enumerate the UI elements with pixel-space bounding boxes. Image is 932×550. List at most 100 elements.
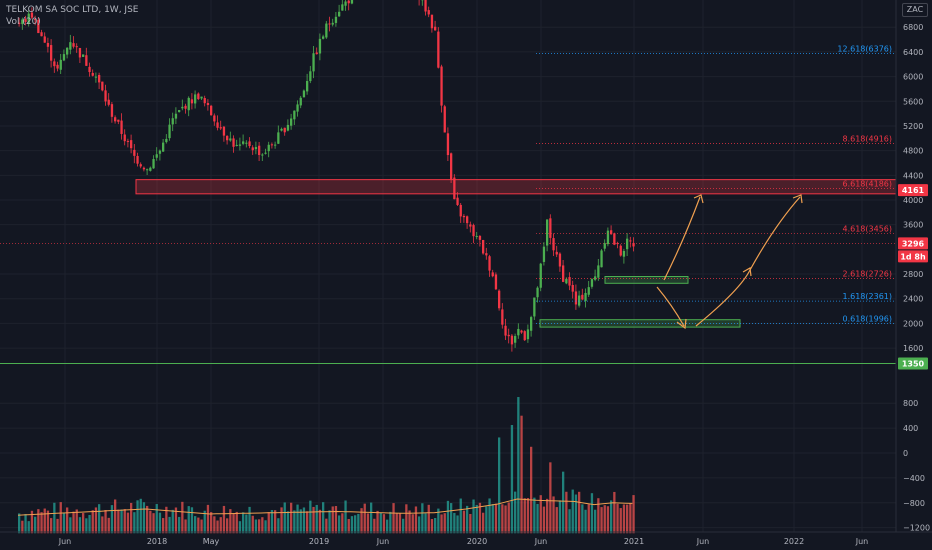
volume-bar xyxy=(245,514,248,534)
candle-body xyxy=(190,99,194,104)
price-tick-label: 2000 xyxy=(903,319,923,328)
currency-label[interactable]: ZAC xyxy=(902,3,928,17)
candle-body xyxy=(610,230,613,235)
candle-body xyxy=(82,54,85,57)
volume-bar xyxy=(168,516,171,534)
time-label: Jun xyxy=(534,537,548,546)
volume-bar xyxy=(587,504,590,534)
volume-bar xyxy=(325,518,328,534)
volume-bar xyxy=(280,507,283,534)
volume-bar xyxy=(536,503,539,534)
volume-bar xyxy=(453,512,456,534)
volume-bar xyxy=(130,502,133,534)
volume-bar xyxy=(600,507,603,534)
volume-bar xyxy=(338,515,341,534)
candle-body xyxy=(232,138,235,147)
time-label: 2019 xyxy=(309,537,329,546)
candle-body xyxy=(590,279,594,287)
candle-body xyxy=(498,290,501,309)
candle-body xyxy=(203,98,206,104)
volume-bar xyxy=(613,491,616,534)
support-badge-text: 1350 xyxy=(902,360,925,369)
volume-bar xyxy=(619,508,622,534)
volume-bar xyxy=(75,509,78,534)
candle-body xyxy=(488,256,491,271)
projection-arrow-up-3 xyxy=(749,196,801,271)
volume-bar xyxy=(469,513,472,534)
candle-body xyxy=(149,167,152,171)
volume-bar xyxy=(558,500,562,534)
candle-body xyxy=(309,71,312,82)
volume-bar xyxy=(302,507,306,534)
candle-body xyxy=(168,124,171,139)
candle-body xyxy=(258,145,261,156)
volume-bar xyxy=(184,519,187,534)
volume-bar xyxy=(562,471,565,534)
volume-bar xyxy=(626,504,629,534)
volume-bar xyxy=(248,506,251,534)
volume-bar xyxy=(347,519,350,534)
candle-body xyxy=(277,132,280,144)
volume-bar xyxy=(405,504,408,534)
candle-body xyxy=(318,38,322,54)
volume-bar xyxy=(27,521,30,534)
candle-body xyxy=(472,225,475,237)
time-label: Jun xyxy=(376,537,390,546)
price-tick-label: 3600 xyxy=(903,221,923,230)
candle-body xyxy=(210,105,213,116)
candle-body xyxy=(558,253,562,267)
volume-bar xyxy=(443,513,446,534)
volume-bar xyxy=(91,510,94,534)
volume-bar xyxy=(328,510,331,534)
volume-bar xyxy=(594,509,597,534)
volume-bar xyxy=(517,397,520,534)
candle-body xyxy=(171,118,174,125)
candles-layer xyxy=(18,0,635,352)
volume-tick-label: −1200 xyxy=(903,524,930,533)
candle-body xyxy=(91,72,94,76)
candle-body xyxy=(37,19,40,34)
volume-bar xyxy=(446,500,450,534)
candle-body xyxy=(181,106,184,109)
volume-bar xyxy=(88,514,91,534)
candle-body xyxy=(424,0,427,12)
volume-bar xyxy=(549,462,552,534)
candle-body xyxy=(517,328,520,336)
volume-bar xyxy=(510,425,514,534)
candle-body xyxy=(219,127,222,129)
candle-body xyxy=(56,64,59,69)
volume-bar xyxy=(43,508,46,534)
candle-body xyxy=(302,90,306,98)
candle-body xyxy=(453,177,456,200)
volume-bar xyxy=(462,510,466,534)
candle-body xyxy=(245,142,248,144)
volume-bar xyxy=(350,516,354,534)
volume-bar xyxy=(46,510,50,534)
time-label: 2020 xyxy=(467,537,487,546)
candle-body xyxy=(206,102,210,106)
volume-bar xyxy=(315,504,318,534)
volume-tick-label: 0 xyxy=(903,449,908,458)
volume-indicator-label[interactable]: Vol (20) xyxy=(6,17,41,27)
volume-bar xyxy=(363,503,366,534)
fib-label: 12.618(6376) xyxy=(837,44,892,53)
volume-bar xyxy=(24,514,27,534)
candle-body xyxy=(98,74,101,83)
volume-bar xyxy=(606,506,610,534)
candle-body xyxy=(280,128,283,131)
candle-body xyxy=(296,104,299,112)
symbol-title[interactable]: TELKOM SA SOC LTD, 1W, JSE xyxy=(6,5,139,15)
volume-bar xyxy=(133,512,136,534)
candle-body xyxy=(482,239,485,254)
candle-body xyxy=(542,246,546,262)
volume-bar xyxy=(376,510,379,534)
candle-body xyxy=(123,134,126,142)
volume-bar xyxy=(216,520,219,534)
candle-body xyxy=(315,52,318,55)
volume-bar xyxy=(165,506,168,534)
candle-body xyxy=(69,42,72,50)
volume-bar xyxy=(590,493,594,534)
volume-bar xyxy=(520,415,523,534)
candle-body xyxy=(520,330,523,333)
